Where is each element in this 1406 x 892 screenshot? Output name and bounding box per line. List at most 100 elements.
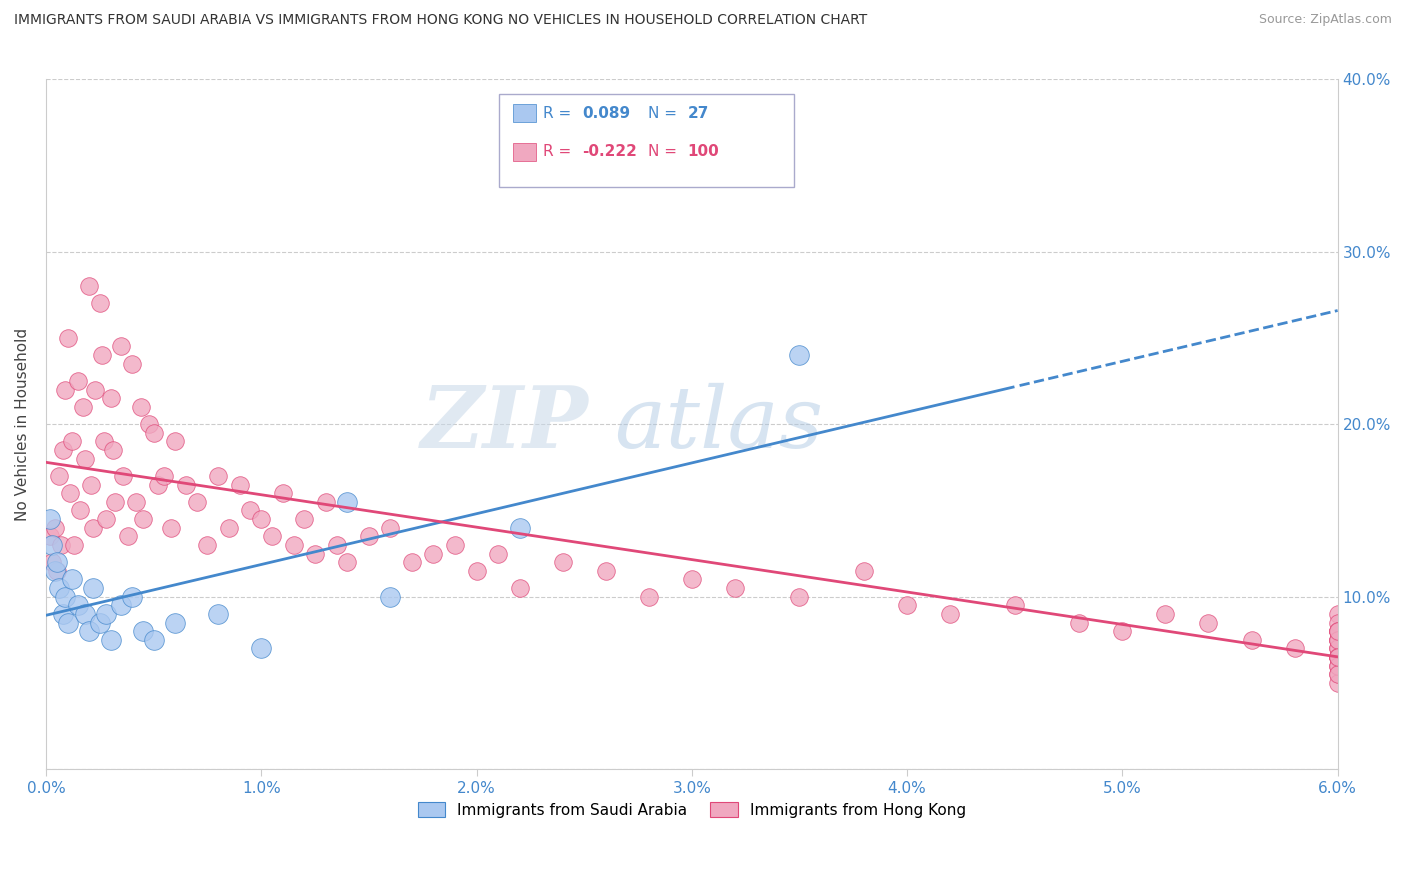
Point xyxy=(207,607,229,621)
Point xyxy=(132,624,155,639)
Text: R =: R = xyxy=(543,145,571,159)
Point xyxy=(325,538,347,552)
Point xyxy=(100,632,122,647)
Text: IMMIGRANTS FROM SAUDI ARABIA VS IMMIGRANTS FROM HONG KONG NO VEHICLES IN HOUSEHO: IMMIGRANTS FROM SAUDI ARABIA VS IMMIGRAN… xyxy=(14,13,868,28)
Point xyxy=(789,590,811,604)
Point xyxy=(1198,615,1220,630)
Point xyxy=(1326,632,1348,647)
Point xyxy=(142,425,165,440)
Point xyxy=(1154,607,1177,621)
Point xyxy=(59,486,82,500)
Y-axis label: No Vehicles in Household: No Vehicles in Household xyxy=(15,327,30,521)
Text: 100: 100 xyxy=(688,145,720,159)
Point xyxy=(789,348,811,362)
Point xyxy=(93,434,115,449)
Point xyxy=(153,469,176,483)
Point xyxy=(1326,624,1348,639)
Point xyxy=(1326,650,1348,665)
Point xyxy=(96,607,118,621)
Point xyxy=(380,590,402,604)
Point xyxy=(304,547,326,561)
Text: 0.089: 0.089 xyxy=(582,106,630,120)
Point xyxy=(132,512,155,526)
Point xyxy=(112,469,135,483)
Point xyxy=(41,538,63,552)
Point xyxy=(60,434,83,449)
Point xyxy=(1326,624,1348,639)
Point xyxy=(1111,624,1133,639)
Point xyxy=(53,590,76,604)
Point xyxy=(250,512,273,526)
Point xyxy=(896,599,918,613)
Point xyxy=(724,581,747,595)
Point xyxy=(138,417,160,431)
Point xyxy=(96,512,118,526)
Point xyxy=(52,607,75,621)
Point xyxy=(422,547,444,561)
Point xyxy=(129,400,152,414)
Point xyxy=(1326,607,1348,621)
Point xyxy=(82,521,104,535)
Point xyxy=(260,529,283,543)
Point xyxy=(60,573,83,587)
Point xyxy=(218,521,240,535)
Point xyxy=(39,512,62,526)
Point xyxy=(45,555,67,569)
Point xyxy=(1326,650,1348,665)
Point xyxy=(228,477,250,491)
Point xyxy=(56,331,79,345)
Text: -0.222: -0.222 xyxy=(582,145,637,159)
Point xyxy=(197,538,219,552)
Point xyxy=(292,512,315,526)
Point xyxy=(45,564,67,578)
Point xyxy=(77,279,100,293)
Point xyxy=(336,495,359,509)
Point xyxy=(110,599,132,613)
Point xyxy=(283,538,305,552)
Point xyxy=(939,607,962,621)
Point xyxy=(69,503,91,517)
Point xyxy=(89,615,111,630)
Text: R =: R = xyxy=(543,106,571,120)
Point xyxy=(357,529,380,543)
Point xyxy=(1326,650,1348,665)
Point xyxy=(1326,658,1348,673)
Legend: Immigrants from Saudi Arabia, Immigrants from Hong Kong: Immigrants from Saudi Arabia, Immigrants… xyxy=(412,796,972,824)
Point xyxy=(509,581,531,595)
Point xyxy=(1326,658,1348,673)
Point xyxy=(509,521,531,535)
Point xyxy=(1326,624,1348,639)
Point xyxy=(1326,667,1348,681)
Point xyxy=(80,477,103,491)
Point xyxy=(1326,624,1348,639)
Point xyxy=(1326,641,1348,656)
Point xyxy=(595,564,617,578)
Point xyxy=(207,469,229,483)
Point xyxy=(380,521,402,535)
Point xyxy=(486,547,509,561)
Point xyxy=(1326,641,1348,656)
Point xyxy=(100,391,122,405)
Point xyxy=(77,624,100,639)
Point xyxy=(465,564,488,578)
Point xyxy=(41,555,63,569)
Point xyxy=(101,443,124,458)
Point xyxy=(165,434,187,449)
Point xyxy=(72,400,94,414)
Point xyxy=(56,615,79,630)
Point xyxy=(110,339,132,353)
Point xyxy=(165,615,187,630)
Point xyxy=(174,477,197,491)
Point xyxy=(52,443,75,458)
Point xyxy=(250,641,273,656)
Point xyxy=(67,374,90,388)
Point xyxy=(336,555,359,569)
Point xyxy=(48,469,70,483)
Point xyxy=(53,383,76,397)
Point xyxy=(63,538,86,552)
Point xyxy=(1326,632,1348,647)
Point xyxy=(1069,615,1091,630)
Point xyxy=(142,632,165,647)
Point xyxy=(39,529,62,543)
Point xyxy=(853,564,876,578)
